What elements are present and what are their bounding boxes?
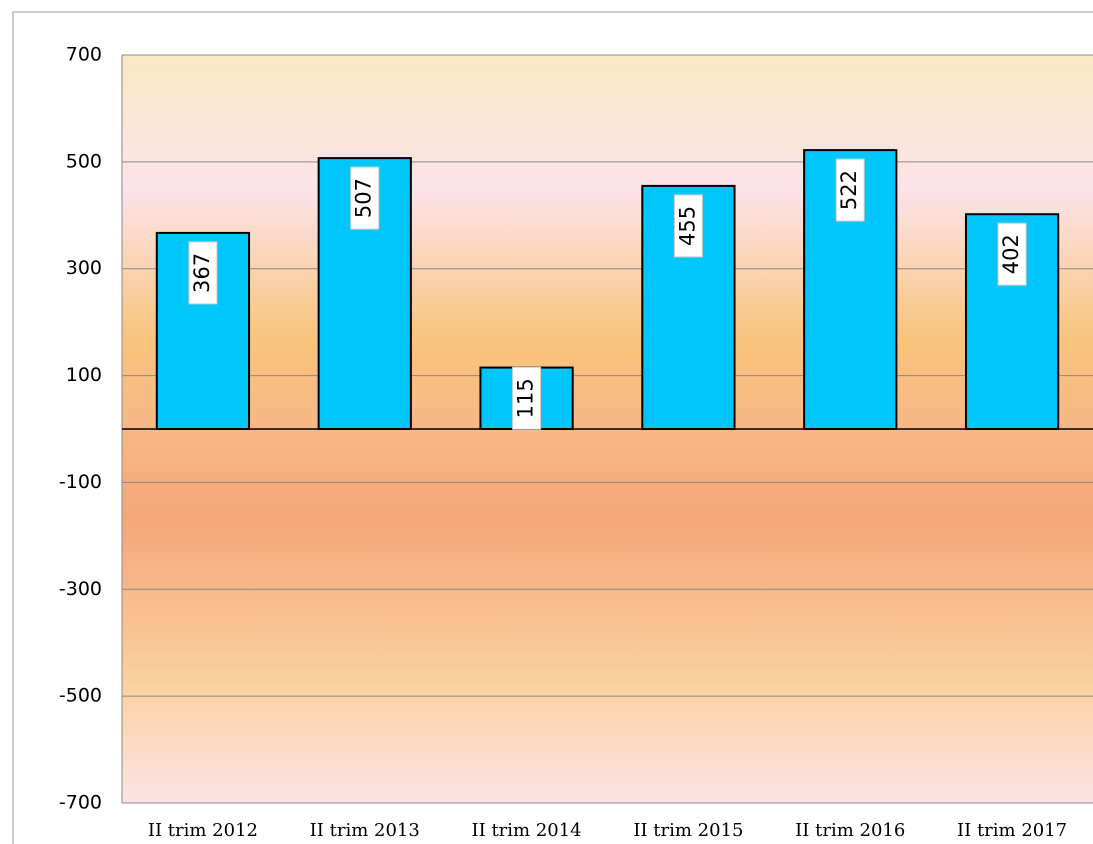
data-label: 367 bbox=[190, 253, 214, 293]
data-label: 522 bbox=[837, 170, 861, 210]
y-tick-label: -500 bbox=[59, 685, 102, 707]
x-tick-label: II trim 2014 bbox=[472, 820, 582, 841]
y-tick-label: -700 bbox=[59, 792, 102, 814]
x-tick-label: II trim 2013 bbox=[310, 820, 420, 841]
data-label: 507 bbox=[352, 178, 376, 218]
data-label: 402 bbox=[999, 234, 1023, 274]
data-label-box bbox=[512, 366, 542, 430]
x-tick-label: II trim 2016 bbox=[795, 820, 905, 841]
y-tick-label: -300 bbox=[59, 578, 102, 600]
y-tick-label: 500 bbox=[66, 150, 102, 172]
data-label-box bbox=[673, 194, 703, 258]
data-label-box bbox=[350, 166, 380, 230]
frame bbox=[12, 11, 1093, 844]
y-tick-label: 700 bbox=[66, 44, 102, 66]
x-tick-label: II trim 2012 bbox=[148, 820, 258, 841]
y-tick-label: 300 bbox=[66, 257, 102, 279]
data-label: 115 bbox=[514, 378, 538, 418]
data-label: 455 bbox=[675, 206, 699, 246]
y-tick-label: 100 bbox=[66, 364, 102, 386]
y-tick-label: -100 bbox=[59, 471, 102, 493]
data-label-box bbox=[835, 158, 865, 222]
x-tick-label: II trim 2015 bbox=[633, 820, 743, 841]
x-tick-label: II trim 2017 bbox=[957, 820, 1067, 841]
data-label-box bbox=[997, 222, 1027, 286]
data-label-box bbox=[188, 241, 218, 305]
